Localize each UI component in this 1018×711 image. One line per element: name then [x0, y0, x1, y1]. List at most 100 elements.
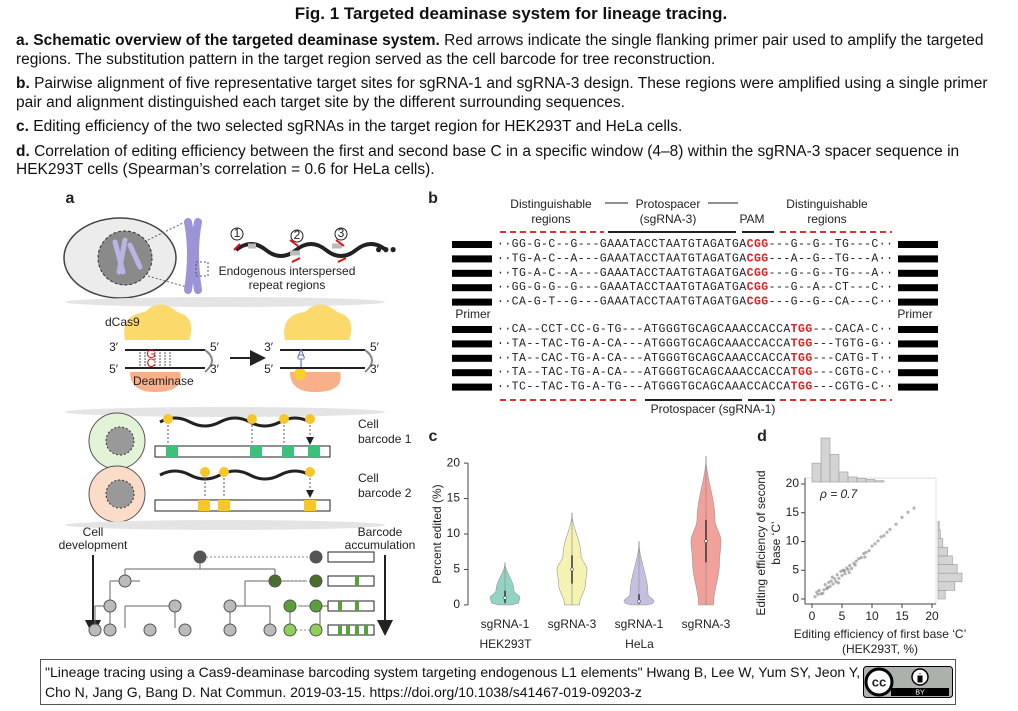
caption-text: Pairwise alignment of five representativ…: [16, 75, 988, 111]
histogram-bar: [874, 480, 885, 483]
sequence: ··TA--CAC-TG-A-CA---ATGGGTGCAGCAAACCACCA…: [497, 352, 893, 365]
cc-logo: cc: [872, 674, 886, 689]
panel-a: a ●●● 1 2 3 Endogenous interspersed repe…: [59, 190, 415, 637]
point: [859, 556, 863, 560]
sequence-part: ··CA--CCT-CC-G-TG---ATGGGTGCAGCAAACCACCA: [497, 323, 790, 336]
sequence-part: ··TA--TAC-TG-A-CA---ATGGGTGCAGCAAACCACCA: [497, 366, 790, 379]
point: [830, 575, 835, 579]
point: [835, 573, 839, 577]
histogram-bar: [937, 555, 953, 565]
histogram-bar: [856, 477, 867, 483]
site-number: 3: [338, 226, 345, 240]
point: [823, 583, 827, 587]
region-label: Protospacer (sgRNA-1): [651, 402, 776, 416]
point: [885, 530, 889, 534]
barcode-label: barcode 2: [358, 486, 412, 500]
y-tick-label: 0: [792, 591, 799, 605]
median-dot: [637, 599, 641, 604]
histogram-bar: [937, 546, 948, 557]
point: [840, 573, 844, 578]
point: [882, 534, 886, 538]
sequence-part: ---CGTG-C··: [813, 366, 893, 379]
point: [846, 568, 850, 572]
primer-bar: [452, 326, 492, 333]
panel-label: b: [428, 190, 438, 207]
point: [853, 563, 857, 567]
figure: a ●●● 1 2 3 Endogenous interspersed repe…: [59, 190, 967, 656]
x-tick-label: 0: [809, 609, 816, 623]
histogram-bar: [937, 529, 941, 539]
y-tick-label: 5: [792, 562, 799, 576]
citation: "Lineage tracing using a Cas9-deaminase …: [40, 659, 956, 705]
region-label: Distinguishable: [786, 197, 868, 211]
x-tick-label: sgRNA-3: [682, 617, 731, 631]
sequence-part: ---TGTG-G··: [813, 337, 893, 350]
sequence: ··GG-G-C--G---GAAATACCTAATGTAGATGACGG---…: [497, 238, 893, 251]
annotation: ρ = 0.7: [819, 487, 859, 501]
primer-bar: [452, 383, 492, 391]
caption-c: c. Editing efficiency of the two selecte…: [16, 118, 1006, 137]
y-tick-label: 0: [453, 597, 460, 611]
histogram-bar: [937, 590, 946, 600]
primer-label: Primer: [897, 307, 932, 321]
caption: Fig. 1 Targeted deaminase system for lin…: [16, 4, 1006, 186]
caption-text: Editing efficiency of the two selected s…: [28, 118, 683, 135]
barcode-label: barcode 1: [358, 432, 412, 446]
x-tick-label: 5: [839, 609, 846, 623]
primer-bar: [898, 284, 938, 292]
histogram-bar: [829, 454, 840, 483]
ellipsis-dots: ●●●: [375, 242, 397, 256]
y-tick-label: 10: [447, 526, 461, 540]
deaminase-label: Deaminase: [133, 374, 194, 388]
histogram-bar: [865, 479, 876, 483]
y-tick-label: 10: [786, 534, 800, 548]
primer-bar: [898, 369, 938, 377]
point: [847, 570, 851, 575]
point: [831, 582, 835, 586]
sequence: ··TA--TAC-TG-A-CA---ATGGGTGCAGCAAACCACCA…: [497, 366, 893, 379]
figure-title: Fig. 1 Targeted deaminase system for lin…: [294, 4, 728, 23]
point: [888, 527, 892, 532]
point: [863, 555, 867, 559]
strand-end: 3′: [264, 340, 274, 354]
point: [857, 557, 861, 561]
axis-note: Cell: [83, 525, 104, 539]
sequence-part: ---A--G--TG---A··: [769, 252, 893, 265]
cc-badge: cc BY: [863, 666, 953, 698]
x-tick-label: sgRNA-1: [481, 617, 530, 631]
x-tick-label: sgRNA-1: [615, 617, 664, 631]
strand-end: 5′: [210, 340, 220, 354]
histogram-bar: [937, 572, 963, 583]
y-tick-label: 20: [786, 476, 800, 490]
base: T: [297, 356, 305, 370]
point: [821, 591, 825, 595]
primer-bar: [452, 255, 492, 263]
region-label: Distinguishable: [510, 197, 592, 211]
y-tick-label: 20: [447, 455, 461, 469]
caption-text: Correlation of editing efficiency betwee…: [16, 142, 960, 179]
primer-bar: [452, 354, 492, 362]
caption-bold: c.: [16, 118, 29, 135]
y-axis-label: Percent edited (%): [430, 484, 444, 583]
primer-bar: [898, 298, 938, 306]
y-axis-label: Editing efficiency of second: [754, 470, 768, 615]
point: [900, 515, 904, 519]
point: [843, 572, 847, 576]
pam-sequence: TGG: [791, 366, 813, 379]
median-dot: [570, 567, 574, 572]
pam-sequence: CGG: [747, 281, 769, 294]
barcode-label: Cell: [358, 417, 379, 431]
y-tick-label: 15: [447, 491, 461, 505]
point: [815, 590, 819, 594]
point: [867, 549, 871, 553]
barcode-label: Cell: [358, 471, 379, 485]
point: [827, 580, 831, 584]
pam-sequence: CGG: [747, 252, 769, 265]
point: [842, 569, 847, 573]
histogram-bar: [847, 476, 858, 483]
median-dot: [503, 596, 507, 600]
primer-bar: [898, 354, 938, 362]
site-number: 1: [234, 226, 241, 240]
caption-bold: b.: [16, 75, 30, 92]
point: [833, 577, 837, 581]
